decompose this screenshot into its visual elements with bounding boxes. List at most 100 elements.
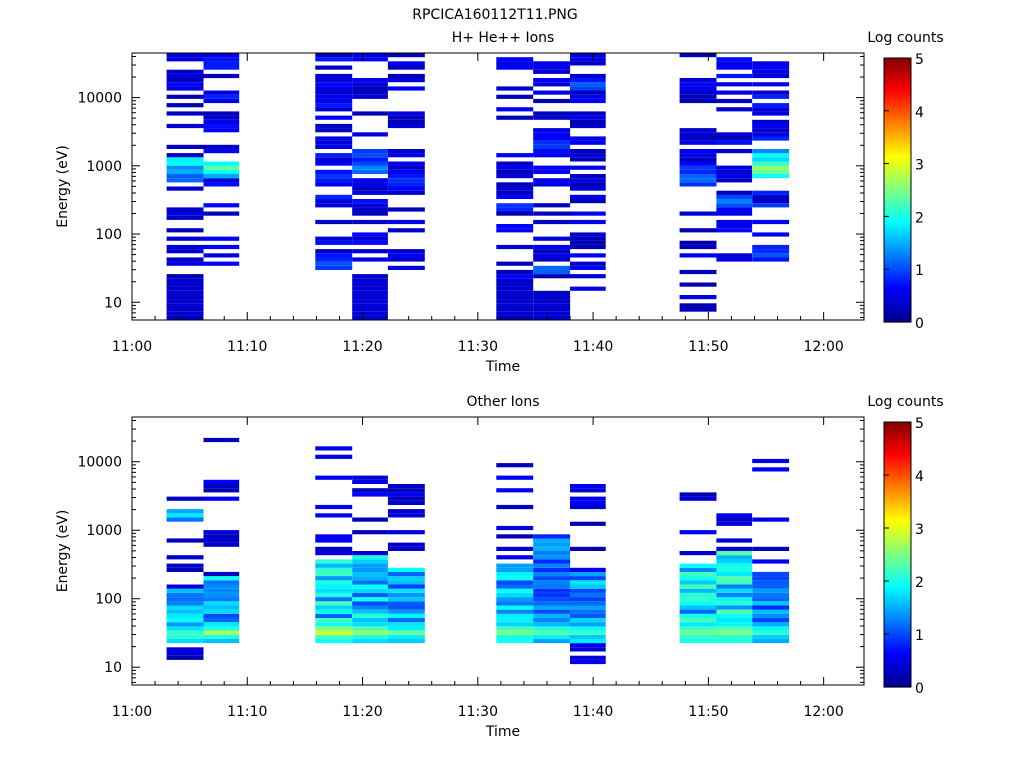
colorbar-swatch bbox=[884, 163, 911, 167]
colorbar-swatch bbox=[884, 238, 911, 242]
heatmap-cell bbox=[679, 303, 717, 308]
heatmap-cell bbox=[352, 479, 388, 484]
heatmap-cell bbox=[570, 61, 606, 66]
heatmap-cell bbox=[533, 538, 571, 543]
heatmap-cell bbox=[352, 315, 388, 320]
heatmap-cell bbox=[496, 290, 534, 295]
heatmap-cell bbox=[166, 215, 204, 220]
heatmap-cell bbox=[716, 513, 753, 518]
heatmap-cell bbox=[570, 153, 606, 158]
heatmap-cell bbox=[166, 303, 204, 308]
heatmap-cell bbox=[570, 274, 606, 279]
heatmap-cell bbox=[570, 140, 606, 145]
heatmap-cell bbox=[315, 78, 353, 83]
heatmap-cell bbox=[315, 157, 353, 162]
heatmap-cell bbox=[752, 467, 790, 472]
heatmap-cell bbox=[570, 655, 606, 660]
colorbar-tick-label: 5 bbox=[915, 416, 924, 432]
heatmap-cell bbox=[533, 169, 571, 174]
heatmap-cell bbox=[352, 492, 388, 497]
colorbar-tick-label: 3 bbox=[915, 158, 924, 174]
heatmap-cell bbox=[352, 576, 388, 581]
heatmap-cell bbox=[679, 609, 717, 614]
colorbar-swatch bbox=[884, 565, 911, 569]
colorbar-swatch bbox=[884, 286, 911, 290]
heatmap-cell bbox=[496, 563, 534, 568]
colorbar-swatch bbox=[884, 295, 911, 299]
heatmap-cell bbox=[533, 311, 571, 316]
colorbar-swatch bbox=[884, 317, 911, 321]
heatmap-cell bbox=[203, 178, 240, 183]
panel-1: 11:00 11:10 11:20 11:30 11:40 11:50 12:0010100… bbox=[55, 30, 944, 375]
colorbar-swatch bbox=[884, 622, 911, 626]
heatmap-cell bbox=[716, 546, 753, 551]
heatmap-cell bbox=[533, 253, 571, 258]
heatmap-cell bbox=[570, 253, 606, 258]
heatmap-cell bbox=[496, 61, 534, 66]
heatmap-cell bbox=[716, 165, 753, 170]
colorbar-swatch bbox=[884, 71, 911, 74]
colorbar-swatch bbox=[884, 446, 911, 450]
colorbar-swatch bbox=[884, 618, 911, 622]
colorbar-swatch bbox=[884, 88, 911, 92]
colorbar-swatch bbox=[884, 86, 911, 90]
colorbar-tick-label: 2 bbox=[915, 210, 924, 226]
colorbar-swatch bbox=[884, 209, 911, 213]
heatmap-cell bbox=[716, 584, 753, 589]
colorbar-swatch bbox=[884, 627, 911, 631]
heatmap-cell bbox=[352, 249, 388, 254]
panel-2: 11:00 11:10 11:20 11:30 11:40 11:50 12:0010100… bbox=[55, 394, 944, 740]
heatmap-cell bbox=[752, 203, 790, 208]
heatmap-cell bbox=[533, 140, 571, 145]
heatmap-cell bbox=[716, 73, 753, 79]
heatmap-cell bbox=[203, 65, 240, 70]
heatmap-cell bbox=[533, 534, 571, 539]
colorbar-tick-label: 0 bbox=[915, 316, 924, 332]
heatmap-cell bbox=[387, 609, 425, 614]
heatmap-cell bbox=[387, 597, 425, 602]
heatmap-cell bbox=[387, 182, 425, 187]
heatmap-cell bbox=[166, 592, 204, 598]
heatmap-cell bbox=[679, 90, 717, 95]
colorbar-swatch bbox=[884, 102, 911, 105]
heatmap-cell bbox=[570, 496, 606, 501]
colorbar-swatch bbox=[884, 466, 911, 469]
colorbar-swatch bbox=[884, 77, 911, 81]
heatmap-cell bbox=[533, 588, 571, 593]
colorbar-swatch bbox=[884, 264, 911, 268]
heatmap-cell bbox=[315, 588, 353, 593]
heatmap-cell bbox=[716, 257, 753, 262]
colorbar-swatch bbox=[884, 594, 911, 598]
heatmap-cell bbox=[166, 282, 204, 287]
heatmap-cell bbox=[166, 274, 204, 279]
heatmap-cell bbox=[716, 580, 753, 585]
colorbar-swatch bbox=[884, 190, 911, 193]
colorbar-swatch bbox=[884, 640, 911, 644]
heatmap-cell bbox=[352, 86, 388, 91]
heatmap-cell bbox=[496, 161, 534, 166]
colorbar-swatch bbox=[884, 660, 911, 664]
heatmap-cell bbox=[166, 584, 204, 589]
heatmap-cell bbox=[352, 571, 388, 577]
heatmap-cell bbox=[716, 107, 753, 112]
heatmap-cell bbox=[570, 182, 606, 187]
heatmap-cell bbox=[752, 194, 790, 199]
heatmap-cell bbox=[679, 571, 717, 577]
heatmap-cell bbox=[315, 107, 353, 112]
heatmap-cell bbox=[496, 224, 534, 229]
colorbar-swatch bbox=[884, 223, 911, 226]
heatmap-cell bbox=[352, 286, 388, 291]
heatmap-cell bbox=[570, 194, 606, 199]
colorbar-swatch bbox=[884, 172, 911, 176]
colorbar-swatch bbox=[884, 198, 911, 202]
heatmap-cell bbox=[496, 94, 534, 99]
heatmap-cell bbox=[166, 53, 204, 58]
colorbar: 0 1 2 3 4 5 Log counts bbox=[867, 394, 943, 697]
colorbar-swatch bbox=[884, 653, 911, 657]
heatmap-cell bbox=[570, 618, 606, 623]
colorbar-swatch bbox=[884, 247, 911, 250]
heatmap-cell bbox=[203, 144, 240, 149]
heatmap-cell bbox=[533, 592, 571, 598]
heatmap-cell bbox=[496, 534, 534, 539]
colorbar-swatch bbox=[884, 638, 911, 642]
